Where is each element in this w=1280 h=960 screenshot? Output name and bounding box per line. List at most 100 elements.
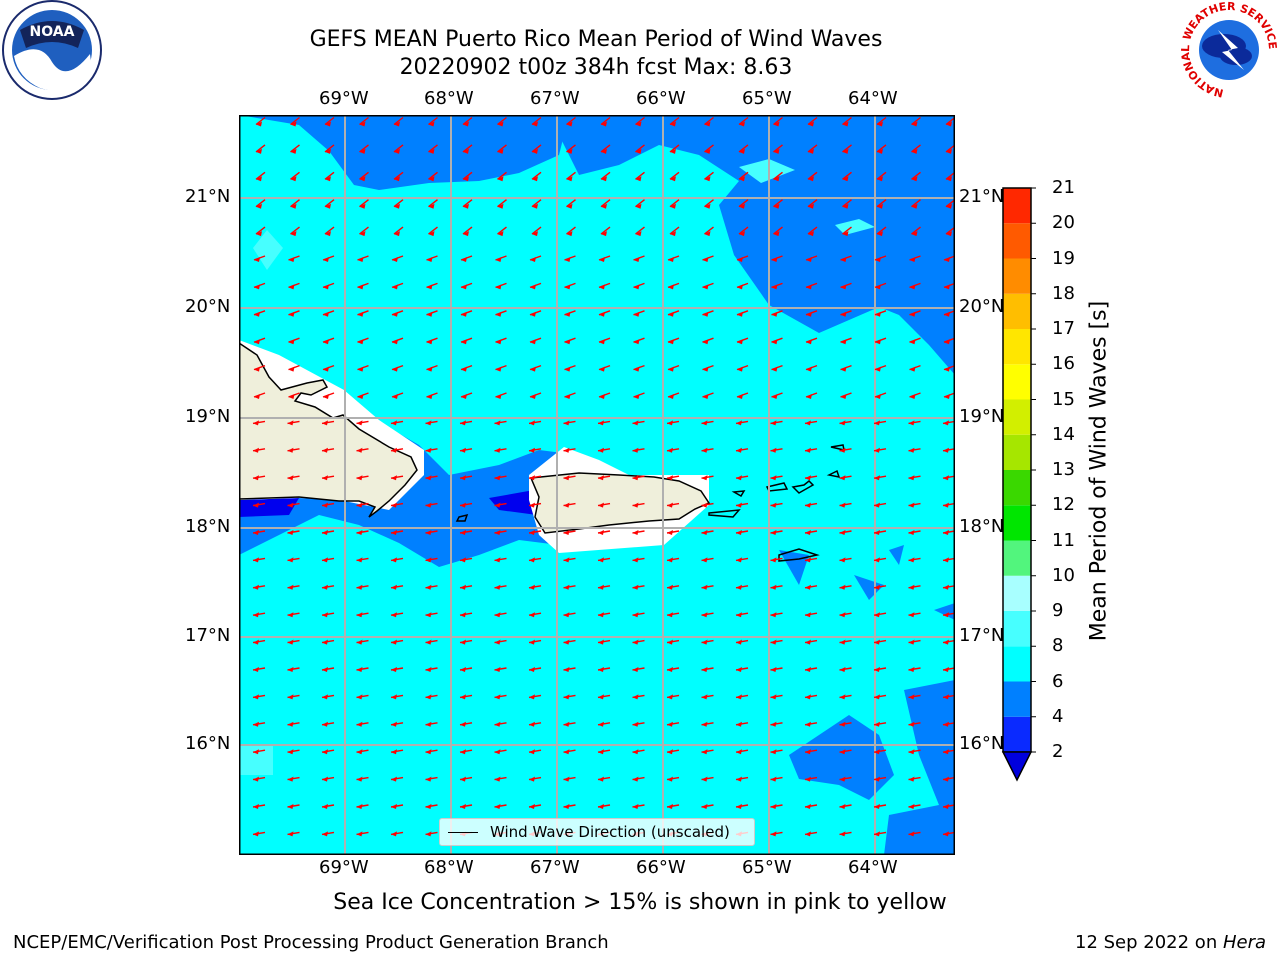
wind-arrow-head — [359, 148, 366, 154]
wind-arrow-head — [805, 475, 811, 481]
wind-arrow-head — [598, 612, 604, 618]
wind-arrow-head — [495, 339, 502, 345]
wind-arrow-head — [428, 176, 435, 182]
wind-arrow — [393, 144, 404, 153]
wind-arrow-head — [667, 584, 673, 590]
wind-arrow-head — [943, 831, 949, 837]
colorbar-tick-label: 9 — [1052, 600, 1064, 621]
wind-arrow-head — [494, 776, 501, 782]
wind-arrow-head — [461, 394, 467, 399]
wind-arrow-head — [460, 502, 466, 508]
wind-arrow-head — [460, 530, 466, 535]
wind-arrow-head — [944, 339, 950, 345]
wind-arrow-head — [737, 366, 743, 372]
wind-arrow-head — [529, 694, 535, 700]
wind-arrow-head — [463, 203, 469, 209]
wind-arrow-head — [736, 749, 742, 755]
wind-arrow — [600, 171, 611, 180]
wind-arrow-head — [771, 257, 778, 262]
wind-arrow-head — [943, 721, 949, 727]
wind-arrow-head — [667, 749, 673, 755]
wind-arrow-head — [704, 148, 711, 154]
sea-ice-note: Sea Ice Concentration > 15% is shown in … — [333, 890, 947, 915]
wind-arrow-head — [773, 231, 780, 237]
wind-arrow-head — [323, 366, 329, 372]
wind-arrow-head — [391, 502, 397, 508]
wind-arrow-head — [632, 420, 639, 426]
wind-arrow-head — [908, 776, 915, 782]
wind-arrow — [842, 144, 852, 153]
wind-arrow-head — [425, 804, 432, 809]
wind-arrow-head — [460, 475, 466, 481]
wind-arrow-head — [667, 475, 673, 481]
wind-arrow-head — [737, 284, 743, 290]
colorbar-tick-label: 19 — [1052, 247, 1075, 269]
wind-arrow-head — [357, 394, 364, 399]
wind-arrow — [359, 199, 369, 208]
wind-arrow-head — [530, 366, 536, 372]
lon-tick-top: 66°W — [636, 88, 686, 109]
wind-arrow-head — [839, 447, 846, 453]
wind-arrow-head — [495, 284, 502, 290]
map-frame — [239, 115, 955, 855]
wind-arrow-head — [701, 475, 708, 481]
wind-arrow-head — [770, 831, 777, 837]
wind-arrow-head — [460, 584, 466, 590]
wind-arrow-head — [530, 284, 536, 290]
wind-arrow-head — [461, 284, 467, 290]
wind-arrow-head — [563, 667, 570, 672]
wind-arrow-head — [808, 121, 814, 127]
wind-arrow-head — [908, 612, 915, 618]
wind-arrow-head — [632, 694, 639, 700]
wind-arrow-head — [771, 284, 778, 290]
wind-arrow-head — [667, 639, 673, 645]
wind-arrow-head — [530, 394, 536, 399]
wind-arrow — [324, 116, 335, 126]
wind-arrow-head — [564, 284, 571, 290]
puerto-rico-land — [529, 472, 711, 534]
hispaniola-land — [239, 342, 418, 518]
wind-arrow-head — [670, 121, 676, 127]
footer-date: 12 Sep 2022 on — [1075, 932, 1223, 953]
wind-arrow-head — [874, 447, 880, 453]
wind-arrow-head — [532, 231, 538, 237]
lat-tick-right: 20°N — [959, 296, 1005, 317]
noaa-logo-text: NOAA — [30, 24, 75, 40]
wind-arrow — [911, 171, 921, 180]
wind-arrow-head — [356, 584, 363, 590]
wind-arrow-head — [253, 447, 259, 453]
wind-arrow-head — [322, 694, 328, 700]
wind-arrow-head — [426, 394, 433, 399]
wind-arrow — [290, 199, 300, 208]
wind-arrow-head — [461, 366, 467, 372]
wind-arrow — [635, 171, 645, 180]
wind-arrow-head — [356, 612, 363, 618]
wind-arrow-head — [460, 557, 466, 563]
colorbar-band — [1003, 329, 1031, 365]
wind-arrow-head — [840, 339, 847, 345]
wind-arrow-head — [530, 311, 536, 317]
wind-arrow-head — [598, 447, 604, 453]
footer-right: 12 Sep 2022 on Hera — [1075, 932, 1266, 953]
wind-arrow-head — [425, 475, 432, 481]
wind-arrow-head — [428, 148, 435, 154]
wind-arrow — [807, 226, 818, 235]
wind-arrow-head — [839, 502, 846, 508]
wind-arrow-head — [357, 339, 364, 345]
wind-arrow-head — [874, 749, 880, 755]
wind-arrow — [669, 199, 680, 208]
wind-arrow-head — [736, 667, 742, 672]
wind-arrow-head — [563, 804, 570, 809]
wind-arrow-head — [566, 148, 573, 154]
wind-arrow-head — [356, 749, 363, 755]
lon-tick-bottom: 68°W — [424, 857, 474, 878]
wind-arrow — [635, 226, 645, 235]
colorbar-tick-label: 12 — [1052, 494, 1075, 516]
wind-arrow-head — [425, 694, 432, 700]
wind-arrow-head — [739, 148, 745, 154]
colorbar-tick-label: 8 — [1052, 635, 1064, 657]
wind-arrow-head — [840, 366, 847, 372]
wind-arrow — [738, 144, 749, 153]
wind-arrow-head — [497, 203, 504, 209]
wind-arrow — [600, 226, 611, 235]
